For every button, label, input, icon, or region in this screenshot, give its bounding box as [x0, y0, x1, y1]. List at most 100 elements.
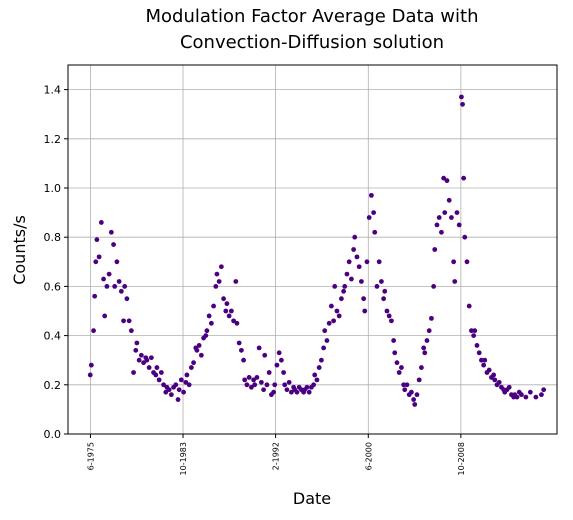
x-tick-label: 10-1983 [179, 442, 188, 475]
point [254, 375, 260, 380]
point [118, 288, 124, 294]
point [419, 365, 424, 370]
point [341, 288, 347, 294]
point [444, 178, 450, 184]
point [114, 259, 120, 265]
point [203, 333, 209, 338]
point [514, 394, 520, 400]
point [92, 293, 98, 299]
chart-title: Modulation Factor Average Data with Conve… [146, 6, 479, 53]
point [446, 197, 452, 203]
point [101, 276, 106, 282]
point [178, 377, 184, 383]
point [153, 372, 159, 378]
point [369, 192, 374, 198]
point [122, 284, 128, 289]
point [354, 254, 360, 260]
point [342, 284, 348, 289]
point [346, 259, 352, 265]
point [316, 365, 322, 370]
point [523, 394, 529, 400]
point [334, 308, 340, 314]
point [213, 284, 219, 289]
point [248, 384, 254, 390]
point [464, 259, 470, 265]
point [402, 387, 408, 393]
point [416, 377, 422, 383]
point [236, 340, 242, 346]
point [394, 360, 400, 366]
point [238, 347, 244, 353]
point [141, 360, 146, 366]
point [460, 101, 465, 107]
y-tick-label: 1.2 [44, 133, 62, 146]
point [474, 343, 480, 348]
point [241, 357, 246, 363]
point [156, 377, 162, 383]
point [436, 215, 442, 220]
point [541, 387, 547, 393]
plot-frame [67, 64, 558, 435]
point [262, 352, 268, 358]
point [386, 313, 392, 319]
point [281, 370, 287, 375]
point [381, 296, 387, 302]
point [184, 372, 190, 378]
point [322, 328, 328, 334]
point [176, 387, 182, 393]
y-tick-label: 0.6 [44, 280, 62, 293]
point [288, 389, 294, 395]
point [234, 320, 240, 326]
point [216, 279, 222, 284]
point [231, 318, 236, 324]
point [426, 328, 432, 334]
point [527, 389, 533, 395]
point [431, 284, 437, 289]
point [374, 284, 380, 289]
point [87, 372, 93, 378]
point [116, 279, 122, 284]
point [136, 357, 142, 363]
point [422, 350, 428, 356]
point [102, 313, 108, 319]
point [191, 360, 196, 366]
x-tick-label: 2-1992 [272, 442, 281, 470]
point [492, 377, 498, 383]
point [274, 362, 280, 368]
point [138, 352, 144, 358]
y-tick-label: 0.0 [44, 428, 62, 441]
point [344, 271, 350, 277]
point [396, 370, 402, 375]
point [133, 347, 139, 353]
point [491, 372, 497, 378]
point [261, 387, 266, 393]
point [304, 384, 310, 390]
point [519, 392, 524, 398]
point [424, 338, 430, 343]
point [442, 210, 448, 216]
point [331, 318, 337, 324]
point [206, 313, 212, 319]
point [439, 229, 444, 235]
point [128, 328, 134, 334]
point [314, 377, 320, 383]
point [326, 320, 332, 326]
point [362, 308, 368, 314]
point [183, 379, 189, 385]
point [434, 222, 440, 228]
point [284, 387, 290, 393]
point [252, 382, 258, 388]
point [356, 264, 362, 270]
point [188, 365, 194, 370]
point [294, 389, 300, 395]
point [258, 379, 264, 385]
point [421, 345, 427, 351]
point [173, 382, 179, 388]
point [328, 303, 334, 309]
point [91, 328, 96, 334]
point [451, 259, 457, 265]
point [318, 357, 324, 363]
point [246, 375, 252, 380]
point [476, 350, 482, 356]
